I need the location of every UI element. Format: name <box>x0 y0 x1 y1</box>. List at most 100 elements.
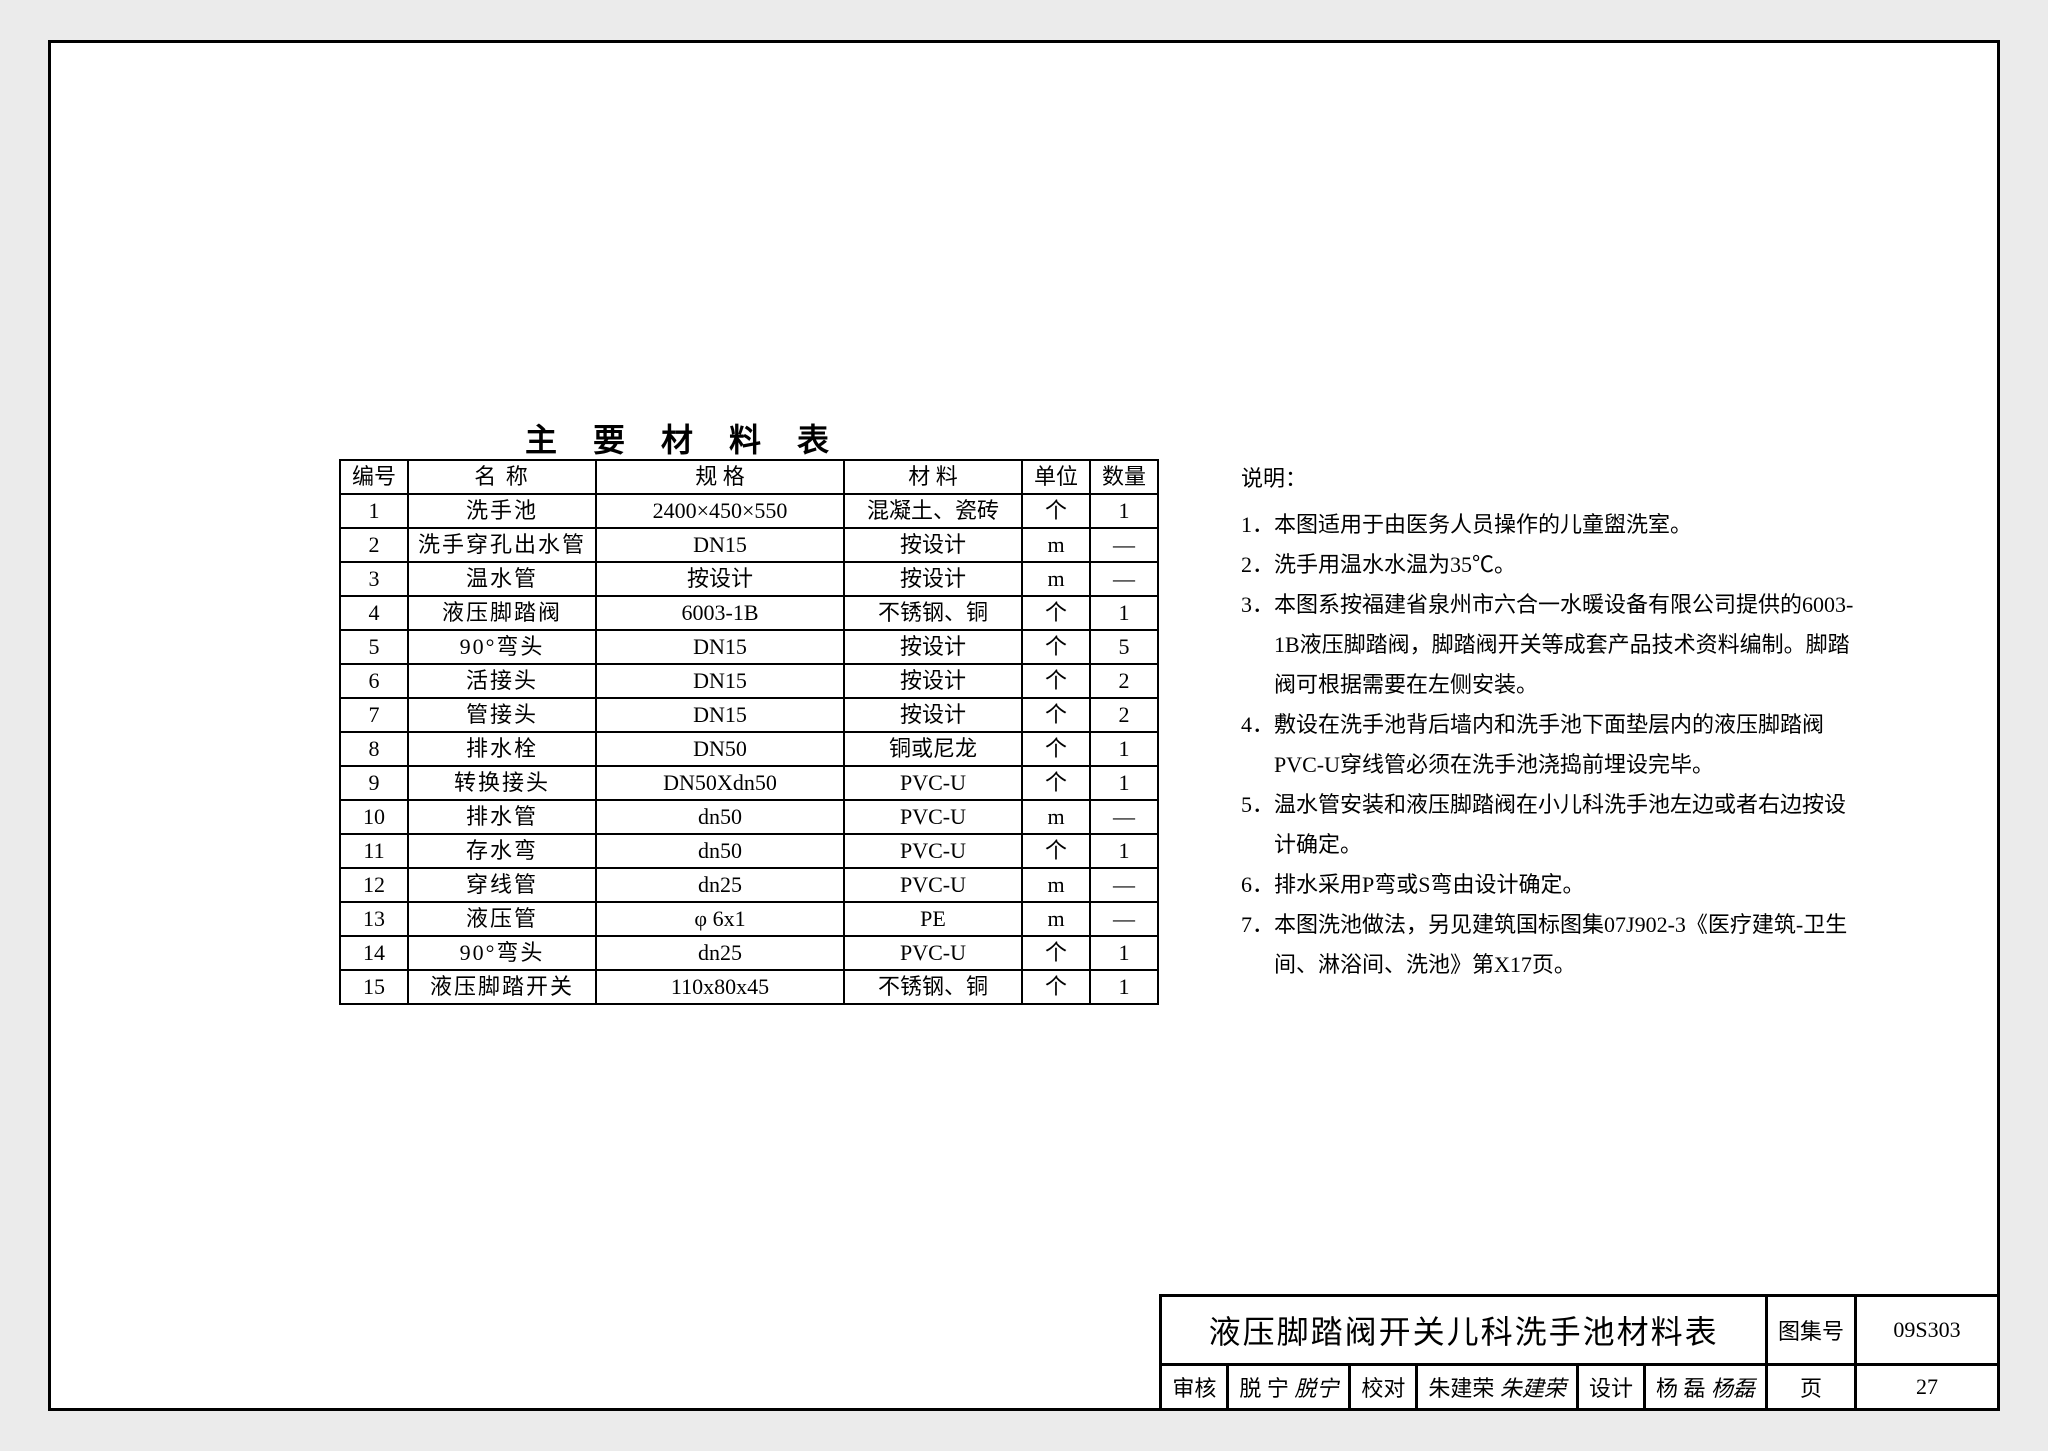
table-cell: PVC-U <box>844 834 1022 868</box>
designer-sig: 杨磊 <box>1711 1376 1755 1401</box>
table-cell: 1 <box>1090 834 1158 868</box>
table-row: 3温水管按设计按设计m— <box>340 562 1158 596</box>
table-cell: — <box>1090 868 1158 902</box>
table-cell: 液压脚踏阀 <box>408 596 596 630</box>
col-header: 名 称 <box>408 460 596 494</box>
col-header: 编号 <box>340 460 408 494</box>
table-cell: 2 <box>1090 664 1158 698</box>
table-cell: 存水弯 <box>408 834 596 868</box>
table-cell: 转换接头 <box>408 766 596 800</box>
table-row: 4液压脚踏阀6003-1B不锈钢、铜个1 <box>340 596 1158 630</box>
table-cell: 2 <box>1090 698 1158 732</box>
table-cell: 管接头 <box>408 698 596 732</box>
table-title: 主 要 材 料 表 <box>339 415 1029 461</box>
table-cell: dn25 <box>596 936 844 970</box>
table-cell: 按设计 <box>596 562 844 596</box>
table-cell: 1 <box>340 494 408 528</box>
table-cell: 90°弯头 <box>408 936 596 970</box>
table-cell: 9 <box>340 766 408 800</box>
table-row: 12穿线管dn25PVC-Um— <box>340 868 1158 902</box>
table-cell: PE <box>844 902 1022 936</box>
table-cell: φ 6x1 <box>596 902 844 936</box>
table-cell: 90°弯头 <box>408 630 596 664</box>
page-number: 27 <box>1856 1365 1999 1410</box>
materials-table: 编号 名 称 规 格 材 料 单位 数量 1洗手池2400×450×550混凝土… <box>339 459 1159 1005</box>
note-item: 3．本图系按福建省泉州市六合一水暖设备有限公司提供的6003-1B液压脚踏阀，脚… <box>1241 585 1861 705</box>
table-cell: 铜或尼龙 <box>844 732 1022 766</box>
col-header: 规 格 <box>596 460 844 494</box>
table-cell: 个 <box>1022 698 1090 732</box>
table-row: 590°弯头DN15按设计个5 <box>340 630 1158 664</box>
table-cell: DN15 <box>596 664 844 698</box>
set-number: 09S303 <box>1856 1296 1999 1365</box>
table-cell: 个 <box>1022 494 1090 528</box>
table-cell: — <box>1090 902 1158 936</box>
table-cell: 个 <box>1022 834 1090 868</box>
table-cell: 穿线管 <box>408 868 596 902</box>
reviewer-sig: 脱宁 <box>1294 1376 1338 1401</box>
checker-name: 朱建荣 朱建荣 <box>1417 1365 1578 1410</box>
table-cell: DN50 <box>596 732 844 766</box>
table-cell: 14 <box>340 936 408 970</box>
table-cell: 6 <box>340 664 408 698</box>
table-cell: 不锈钢、铜 <box>844 596 1022 630</box>
reviewer-name: 脱 宁 脱宁 <box>1228 1365 1350 1410</box>
note-item: 6．排水采用P弯或S弯由设计确定。 <box>1241 865 1861 905</box>
table-cell: 1 <box>1090 732 1158 766</box>
table-cell: 5 <box>340 630 408 664</box>
table-cell: 1 <box>1090 494 1158 528</box>
table-cell: 液压脚踏开关 <box>408 970 596 1004</box>
title-block: 液压脚踏阀开关儿科洗手池材料表 图集号 09S303 审核 脱 宁 脱宁 校对 … <box>1159 1294 2000 1411</box>
table-cell: 个 <box>1022 630 1090 664</box>
table-cell: 个 <box>1022 732 1090 766</box>
table-cell: PVC-U <box>844 766 1022 800</box>
table-cell: 按设计 <box>844 630 1022 664</box>
table-cell: 3 <box>340 562 408 596</box>
table-row: 9转换接头DN50Xdn50PVC-U个1 <box>340 766 1158 800</box>
note-item: 7．本图洗池做法，另见建筑国标图集07J902-3《医疗建筑-卫生间、淋浴间、洗… <box>1241 905 1861 985</box>
table-cell: 按设计 <box>844 664 1022 698</box>
table-row: 2洗手穿孔出水管DN15按设计m— <box>340 528 1158 562</box>
table-cell: 按设计 <box>844 562 1022 596</box>
col-header: 单位 <box>1022 460 1090 494</box>
table-cell: 6003-1B <box>596 596 844 630</box>
table-cell: 洗手穿孔出水管 <box>408 528 596 562</box>
designer-name: 杨 磊 杨磊 <box>1644 1365 1766 1410</box>
table-cell: 1 <box>1090 970 1158 1004</box>
table-row: 11存水弯dn50PVC-U个1 <box>340 834 1158 868</box>
table-cell: m <box>1022 562 1090 596</box>
table-row: 6活接头DN15按设计个2 <box>340 664 1158 698</box>
table-cell: 不锈钢、铜 <box>844 970 1022 1004</box>
table-cell: 7 <box>340 698 408 732</box>
table-cell: m <box>1022 528 1090 562</box>
review-label: 审核 <box>1161 1365 1228 1410</box>
table-cell: dn50 <box>596 834 844 868</box>
col-header: 材 料 <box>844 460 1022 494</box>
table-cell: 1 <box>1090 936 1158 970</box>
table-cell: — <box>1090 528 1158 562</box>
table-cell: 按设计 <box>844 698 1022 732</box>
set-label: 图集号 <box>1766 1296 1855 1365</box>
note-item: 1．本图适用于由医务人员操作的儿童盥洗室。 <box>1241 505 1861 545</box>
table-cell: m <box>1022 868 1090 902</box>
table-cell: 5 <box>1090 630 1158 664</box>
table-cell: 1 <box>1090 596 1158 630</box>
table-cell: PVC-U <box>844 936 1022 970</box>
table-cell: 15 <box>340 970 408 1004</box>
table-cell: 个 <box>1022 596 1090 630</box>
note-item: 5．温水管安装和液压脚踏阀在小儿科洗手池左边或者右边按设计确定。 <box>1241 785 1861 865</box>
design-label: 设计 <box>1577 1365 1644 1410</box>
table-cell: 洗手池 <box>408 494 596 528</box>
table-row: 1洗手池2400×450×550混凝土、瓷砖个1 <box>340 494 1158 528</box>
table-cell: DN15 <box>596 630 844 664</box>
table-cell: 2400×450×550 <box>596 494 844 528</box>
drawing-frame: 主 要 材 料 表 编号 名 称 规 格 材 料 单位 数量 1洗手池2400×… <box>48 40 2000 1411</box>
table-cell: 10 <box>340 800 408 834</box>
table-cell: m <box>1022 902 1090 936</box>
checker-sig: 朱建荣 <box>1500 1376 1566 1401</box>
table-cell: 温水管 <box>408 562 596 596</box>
table-cell: 2 <box>340 528 408 562</box>
table-row: 13液压管φ 6x1PEm— <box>340 902 1158 936</box>
table-cell: 个 <box>1022 766 1090 800</box>
table-row: 8排水栓DN50铜或尼龙个1 <box>340 732 1158 766</box>
